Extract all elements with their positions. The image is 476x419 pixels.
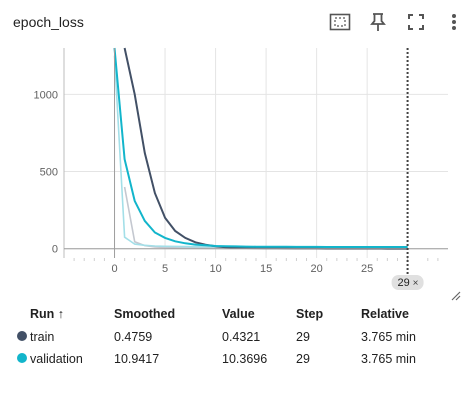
fit-domain-button[interactable] — [328, 10, 352, 34]
table-row: validation 10.9417 10.3696 29 3.765 min — [0, 348, 476, 370]
step-cursor: 29 × — [391, 48, 424, 290]
smoothed-lines — [113, 47, 408, 250]
raw-value: 10.3696 — [222, 352, 268, 366]
run-color-cell — [0, 348, 30, 370]
header-relative[interactable]: Relative — [361, 307, 409, 321]
runs-table: Run ↑ Smoothed Value Step Relative train… — [0, 302, 476, 370]
step-cursor-label: 29 — [397, 277, 409, 289]
loss-chart[interactable]: 0 5 10 15 20 25 0 500 1000 29 × — [0, 40, 476, 300]
card-toolbar — [328, 10, 466, 34]
raw-line-validation — [113, 55, 408, 248]
header-smoothed[interactable]: Smoothed — [114, 307, 176, 321]
x-tick-label: 5 — [162, 263, 168, 275]
header-value[interactable]: Value — [222, 307, 255, 321]
raw-lines — [113, 55, 408, 250]
header-color — [0, 302, 30, 326]
more-vert-icon — [452, 14, 456, 30]
grid — [64, 48, 448, 261]
relative-time: 3.765 min — [361, 352, 416, 366]
pin-icon — [370, 13, 386, 31]
y-tick-label: 500 — [40, 167, 58, 179]
axes: 0 5 10 15 20 25 0 500 1000 — [34, 48, 448, 275]
run-color-dot — [17, 353, 27, 363]
smoothed-value: 0.4759 — [114, 330, 153, 344]
y-tick-label: 0 — [52, 244, 58, 256]
pin-button[interactable] — [366, 10, 390, 34]
run-color-cell — [0, 326, 30, 348]
header-run[interactable]: Run ↑ — [30, 307, 65, 321]
run-name: validation — [30, 352, 83, 366]
run-color-dot — [17, 331, 27, 341]
table-header-row: Run ↑ Smoothed Value Step Relative — [0, 302, 476, 326]
x-tick-label: 15 — [260, 263, 272, 275]
smoothed-value: 10.9417 — [114, 352, 160, 366]
x-tick-label: 10 — [209, 263, 221, 275]
more-options-button[interactable] — [442, 10, 466, 34]
fullscreen-icon — [408, 14, 424, 30]
step-value: 29 — [296, 352, 310, 366]
loss-chart-svg[interactable]: 0 5 10 15 20 25 0 500 1000 29 × — [0, 40, 476, 300]
raw-value: 0.4321 — [222, 330, 261, 344]
relative-time: 3.765 min — [361, 330, 416, 344]
fullscreen-button[interactable] — [404, 10, 428, 34]
y-tick-label: 1000 — [34, 89, 58, 101]
step-value: 29 — [296, 330, 310, 344]
x-tick-label: 20 — [311, 263, 323, 275]
card-title: epoch_loss — [13, 14, 84, 30]
table-row: train 0.4759 0.4321 29 3.765 min — [0, 326, 476, 348]
smoothed-line-validation — [113, 47, 408, 248]
header-step[interactable]: Step — [296, 307, 324, 321]
step-cursor-badge — [391, 275, 424, 290]
fit-domain-icon — [329, 13, 351, 31]
x-tick-label: 0 — [111, 263, 117, 275]
chart-resize-icon[interactable] — [448, 288, 462, 302]
x-tick-label: 25 — [361, 263, 373, 275]
run-name: train — [30, 330, 55, 344]
close-icon[interactable]: × — [413, 278, 419, 289]
